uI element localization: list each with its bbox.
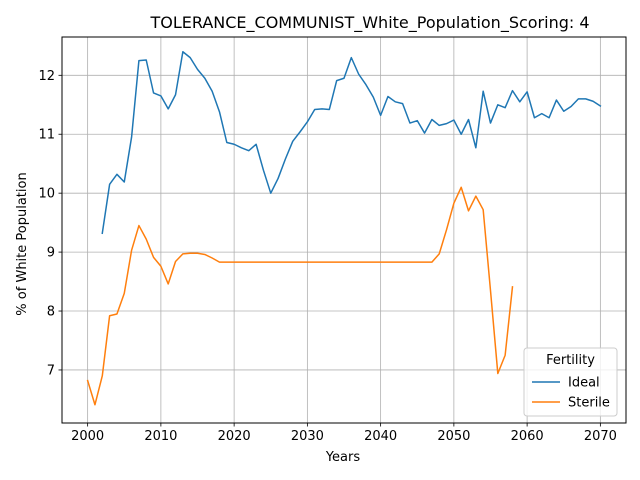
y-tick-label: 7 — [47, 363, 55, 378]
y-tick-label: 12 — [38, 69, 55, 84]
x-tick-label: 2040 — [364, 429, 397, 444]
legend-label-ideal: Ideal — [568, 376, 600, 391]
y-tick-label: 10 — [38, 187, 55, 202]
legend-title: Fertility — [546, 353, 595, 368]
legend-label-sterile: Sterile — [568, 396, 610, 411]
series-lines — [86, 50, 602, 406]
series-line-sterile — [86, 186, 514, 406]
y-axis-label: % of White Population — [15, 172, 30, 315]
y-tick-label: 11 — [38, 128, 55, 143]
x-tick-label: 2000 — [71, 429, 104, 444]
plot-area-frame — [61, 36, 627, 424]
chart-title: TOLERANCE_COMMUNIST_White_Population_Sco… — [149, 13, 589, 33]
x-tick-label: 2020 — [218, 429, 251, 444]
y-tick-label: 8 — [47, 305, 55, 320]
x-tick-label: 2070 — [584, 429, 617, 444]
y-tick-label: 9 — [47, 246, 55, 261]
axis-ticks: 2000 2010 2020 2030 2040 2050 2060 2070 7 8 9 10 11 1… — [38, 69, 616, 444]
x-tick-label: 2060 — [511, 429, 544, 444]
legend-box — [523, 347, 618, 417]
x-tick-label: 2030 — [291, 429, 324, 444]
series-line-ideal — [101, 50, 602, 235]
x-tick-label: 2050 — [437, 429, 470, 444]
grid — [62, 37, 626, 423]
legend: Fertility Ideal Sterile — [523, 347, 618, 417]
x-axis-label: Years — [325, 450, 361, 465]
x-tick-label: 2010 — [144, 429, 177, 444]
